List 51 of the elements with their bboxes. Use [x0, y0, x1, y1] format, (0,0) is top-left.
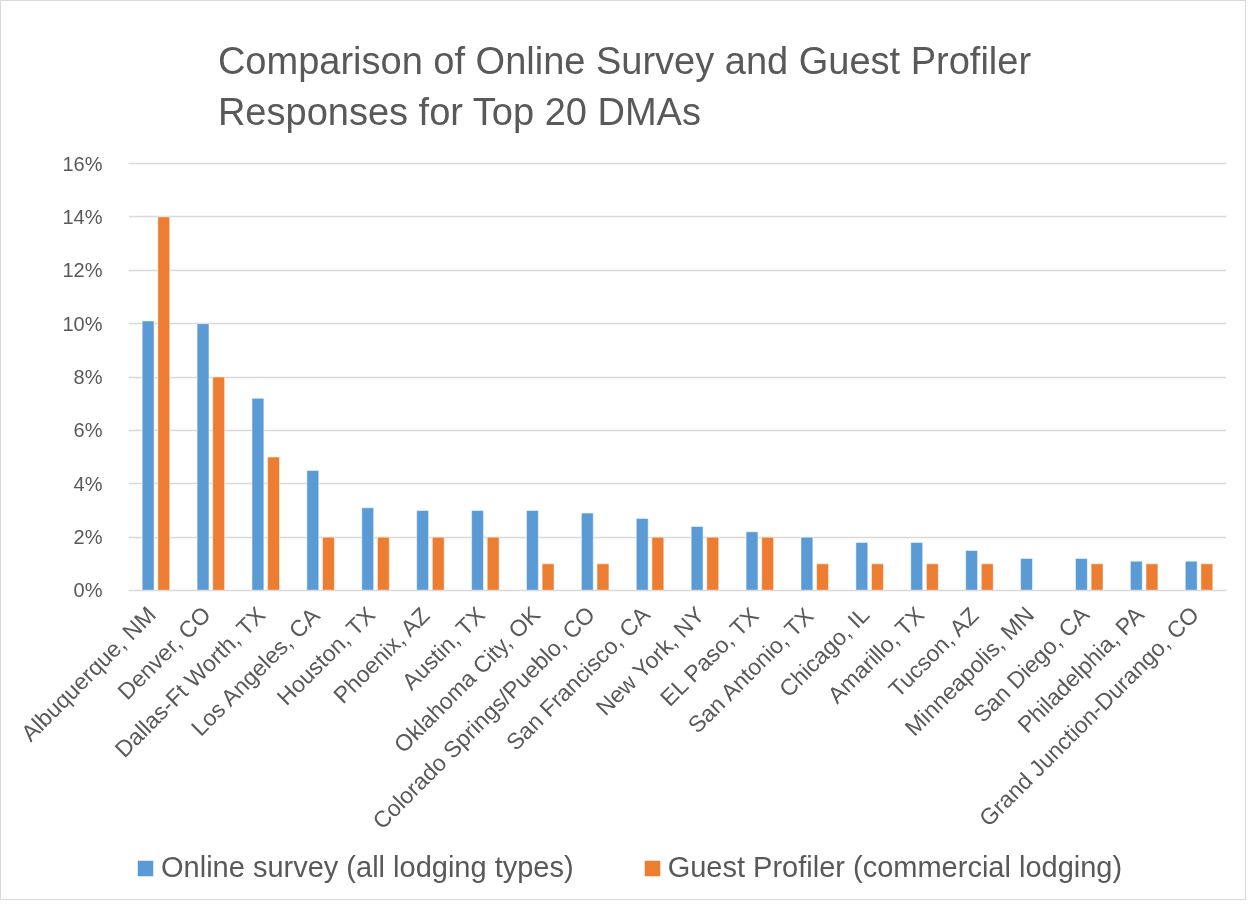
bar: [581, 512, 594, 591]
y-tick-label: 2%: [73, 526, 103, 549]
y-tick-label: 12%: [62, 259, 103, 282]
bar: [526, 510, 539, 591]
bar: [157, 216, 170, 591]
y-tick-label: 4%: [73, 472, 103, 495]
bar: [651, 536, 665, 591]
bar: [471, 510, 484, 591]
bar: [1185, 560, 1198, 591]
bar: [361, 507, 374, 591]
bar: [432, 536, 445, 591]
bar: [636, 518, 649, 591]
bar: [1075, 558, 1088, 591]
bar: [981, 563, 994, 591]
bar: [541, 563, 555, 591]
bar: [416, 510, 429, 591]
bar: [141, 320, 155, 591]
bar: [800, 536, 814, 591]
legend-label: Online survey (all lodging types): [161, 851, 574, 884]
bar: [1145, 563, 1159, 591]
bar: [745, 531, 759, 591]
bar: [965, 550, 978, 591]
bar: [910, 542, 923, 591]
y-tick-label: 8%: [73, 366, 103, 388]
bar: [855, 542, 869, 591]
bar: [1020, 558, 1033, 591]
bar: [1130, 560, 1143, 591]
bar: [196, 323, 210, 591]
bar: [1200, 563, 1214, 591]
bar: [761, 536, 774, 591]
bar: [926, 563, 939, 591]
bar: [486, 536, 500, 591]
bar: [306, 470, 320, 591]
bar: [322, 536, 335, 591]
bar: [871, 563, 884, 591]
bar: [251, 398, 265, 591]
y-tick-label: 0%: [73, 578, 103, 601]
y-tick-label: 6%: [73, 419, 103, 442]
legend-label: Guest Profiler (commercial lodging): [667, 851, 1123, 884]
y-tick-label: 14%: [62, 205, 103, 228]
y-tick-label: 16%: [62, 152, 103, 175]
bar: [596, 563, 610, 591]
bar: [1090, 563, 1104, 591]
bar: [690, 526, 704, 591]
y-tick-label: 10%: [62, 312, 103, 335]
bar: [377, 536, 390, 591]
bar: [267, 456, 280, 591]
bar: [706, 536, 719, 591]
bar: [212, 376, 225, 591]
chart-title: Comparison of Online Survey and Guest Profiler Responses for Top 20 DMAs: [217, 40, 1032, 134]
bar: [816, 563, 829, 591]
